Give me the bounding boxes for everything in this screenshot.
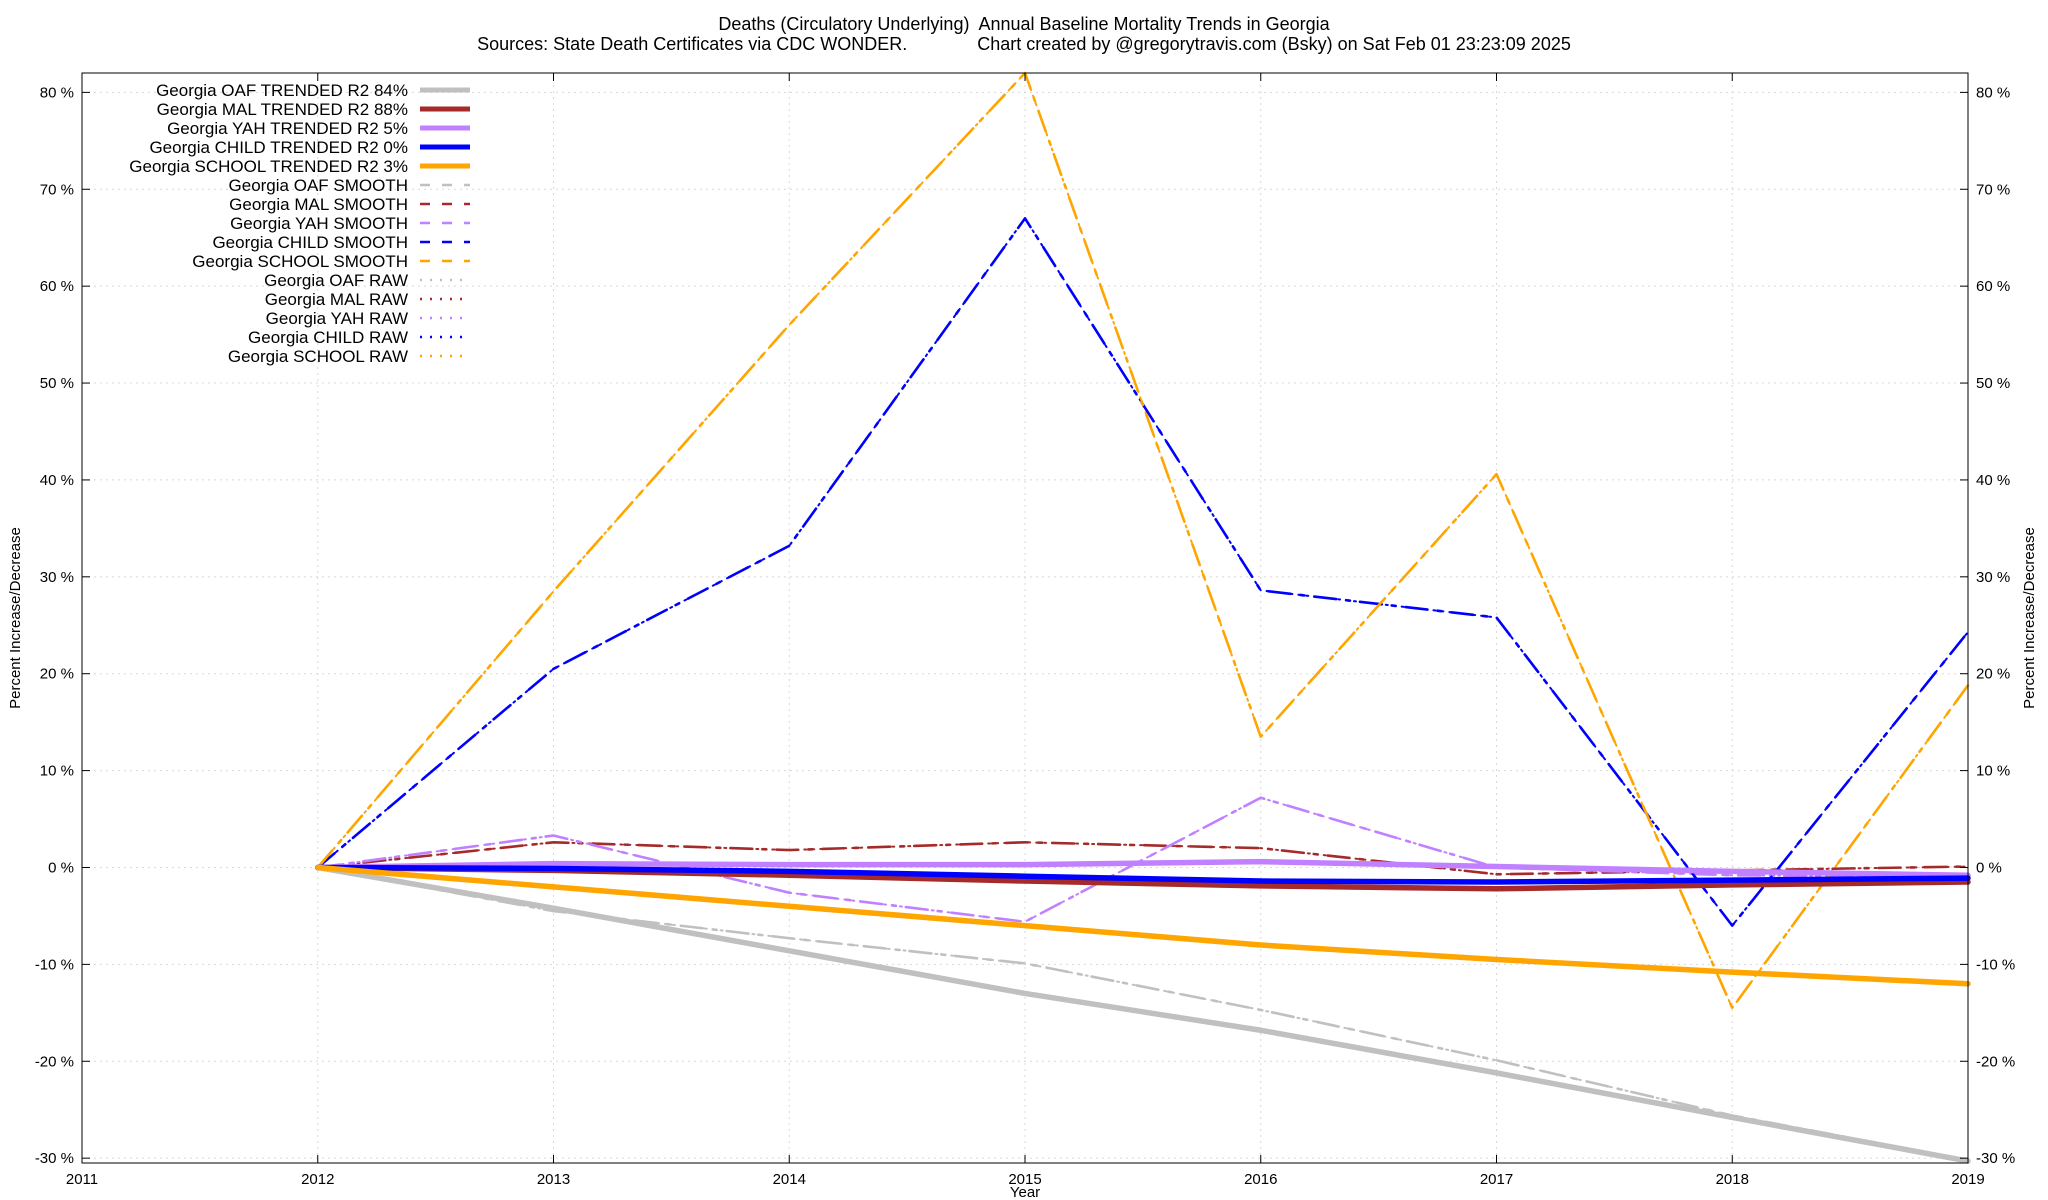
legend-label-yah-trended: Georgia YAH TRENDED R2 5%: [167, 119, 408, 138]
legend-label-child-raw: Georgia CHILD RAW: [248, 328, 408, 347]
axis-ticks: 2011 2012 2013 2014 2015 2016 2017 2018 2019 -30 …: [35, 73, 2015, 1188]
y-tick-label: -20 %: [35, 1053, 74, 1070]
y-axis-label-left: Percent Increase/Decrease: [7, 527, 24, 709]
legend: Georgia OAF TRENDED R2 84%Georgia MAL TR…: [129, 81, 470, 366]
legend-label-yah-smooth: Georgia YAH SMOOTH: [230, 214, 408, 233]
series-line-yah-smooth: [316, 796, 1970, 924]
series-line-oaf-trended: [315, 864, 1971, 1164]
x-tick-label: 2017: [1480, 1171, 1513, 1188]
series-line-yah-trended: [315, 858, 1971, 878]
series-line-child-smooth: [316, 217, 1970, 927]
y-tick-label: 70 %: [40, 181, 74, 198]
chart-title: Deaths (Circulatory Underlying) Annual B…: [718, 14, 1330, 34]
y-tick-label: 0 %: [48, 859, 74, 876]
y-tick-label-right: 60 %: [1976, 278, 2010, 295]
y-tick-label-right: 20 %: [1976, 666, 2010, 683]
y-tick-label-right: 40 %: [1976, 472, 2010, 489]
y-tick-label-right: 0 %: [1976, 859, 2002, 876]
y-tick-label-right: 80 %: [1976, 84, 2010, 101]
legend-label-oaf-raw: Georgia OAF RAW: [264, 271, 408, 290]
y-tick-label: 50 %: [40, 375, 74, 392]
y-tick-label: 40 %: [40, 472, 74, 489]
series-line-child-raw: [316, 217, 1969, 927]
y-tick-label-right: 70 %: [1976, 181, 2010, 198]
y-tick-label-right: 50 %: [1976, 375, 2010, 392]
x-tick-label: 2012: [301, 1171, 334, 1188]
legend-label-school-smooth: Georgia SCHOOL SMOOTH: [192, 252, 408, 271]
legend-label-oaf-smooth: Georgia OAF SMOOTH: [229, 176, 408, 195]
y-tick-label-right: -10 %: [1976, 956, 2015, 973]
y-tick-label: 10 %: [40, 763, 74, 780]
x-tick-label: 2013: [537, 1171, 570, 1188]
x-axis-label: Year: [1010, 1184, 1040, 1200]
chart-subtitle: Sources: State Death Certificates via CD…: [477, 34, 1571, 54]
x-tick-label: 2019: [1951, 1171, 1984, 1188]
y-tick-label-right: 30 %: [1976, 569, 2010, 586]
y-tick-label: 60 %: [40, 278, 74, 295]
series-line-child-trended: [315, 864, 1971, 885]
legend-label-child-trended: Georgia CHILD TRENDED R2 0%: [149, 138, 408, 157]
legend-label-mal-trended: Georgia MAL TRENDED R2 88%: [157, 100, 408, 119]
series-lines: [315, 71, 1971, 1164]
y-axis-label-right: Percent Increase/Decrease: [2021, 527, 2038, 709]
legend-label-oaf-trended: Georgia OAF TRENDED R2 84%: [156, 81, 408, 100]
y-tick-label-right: -20 %: [1976, 1053, 2015, 1070]
y-tick-label: 30 %: [40, 569, 74, 586]
legend-label-yah-raw: Georgia YAH RAW: [266, 309, 408, 328]
x-tick-label: 2011: [66, 1171, 98, 1188]
legend-label-child-smooth: Georgia CHILD SMOOTH: [212, 233, 408, 252]
series-line-school-smooth: [316, 71, 1970, 1010]
series-line-school-trended: [315, 864, 1971, 987]
y-tick-label: 20 %: [40, 666, 74, 683]
x-tick-label: 2014: [773, 1171, 806, 1188]
series-line-mal-smooth: [316, 840, 1970, 876]
x-tick-label: 2018: [1716, 1171, 1749, 1188]
legend-label-school-raw: Georgia SCHOOL RAW: [228, 347, 408, 366]
legend-label-school-trended: Georgia SCHOOL TRENDED R2 3%: [129, 157, 408, 176]
legend-label-mal-raw: Georgia MAL RAW: [265, 290, 408, 309]
y-tick-label: 80 %: [40, 84, 74, 101]
x-tick-label: 2015: [1008, 1171, 1041, 1188]
legend-label-mal-smooth: Georgia MAL SMOOTH: [229, 195, 408, 214]
y-tick-label: -10 %: [35, 956, 74, 973]
x-tick-label: 2016: [1244, 1171, 1277, 1188]
y-tick-label-right: 10 %: [1976, 763, 2010, 780]
y-tick-label: -30 %: [35, 1150, 74, 1167]
y-tick-label-right: -30 %: [1976, 1150, 2015, 1167]
